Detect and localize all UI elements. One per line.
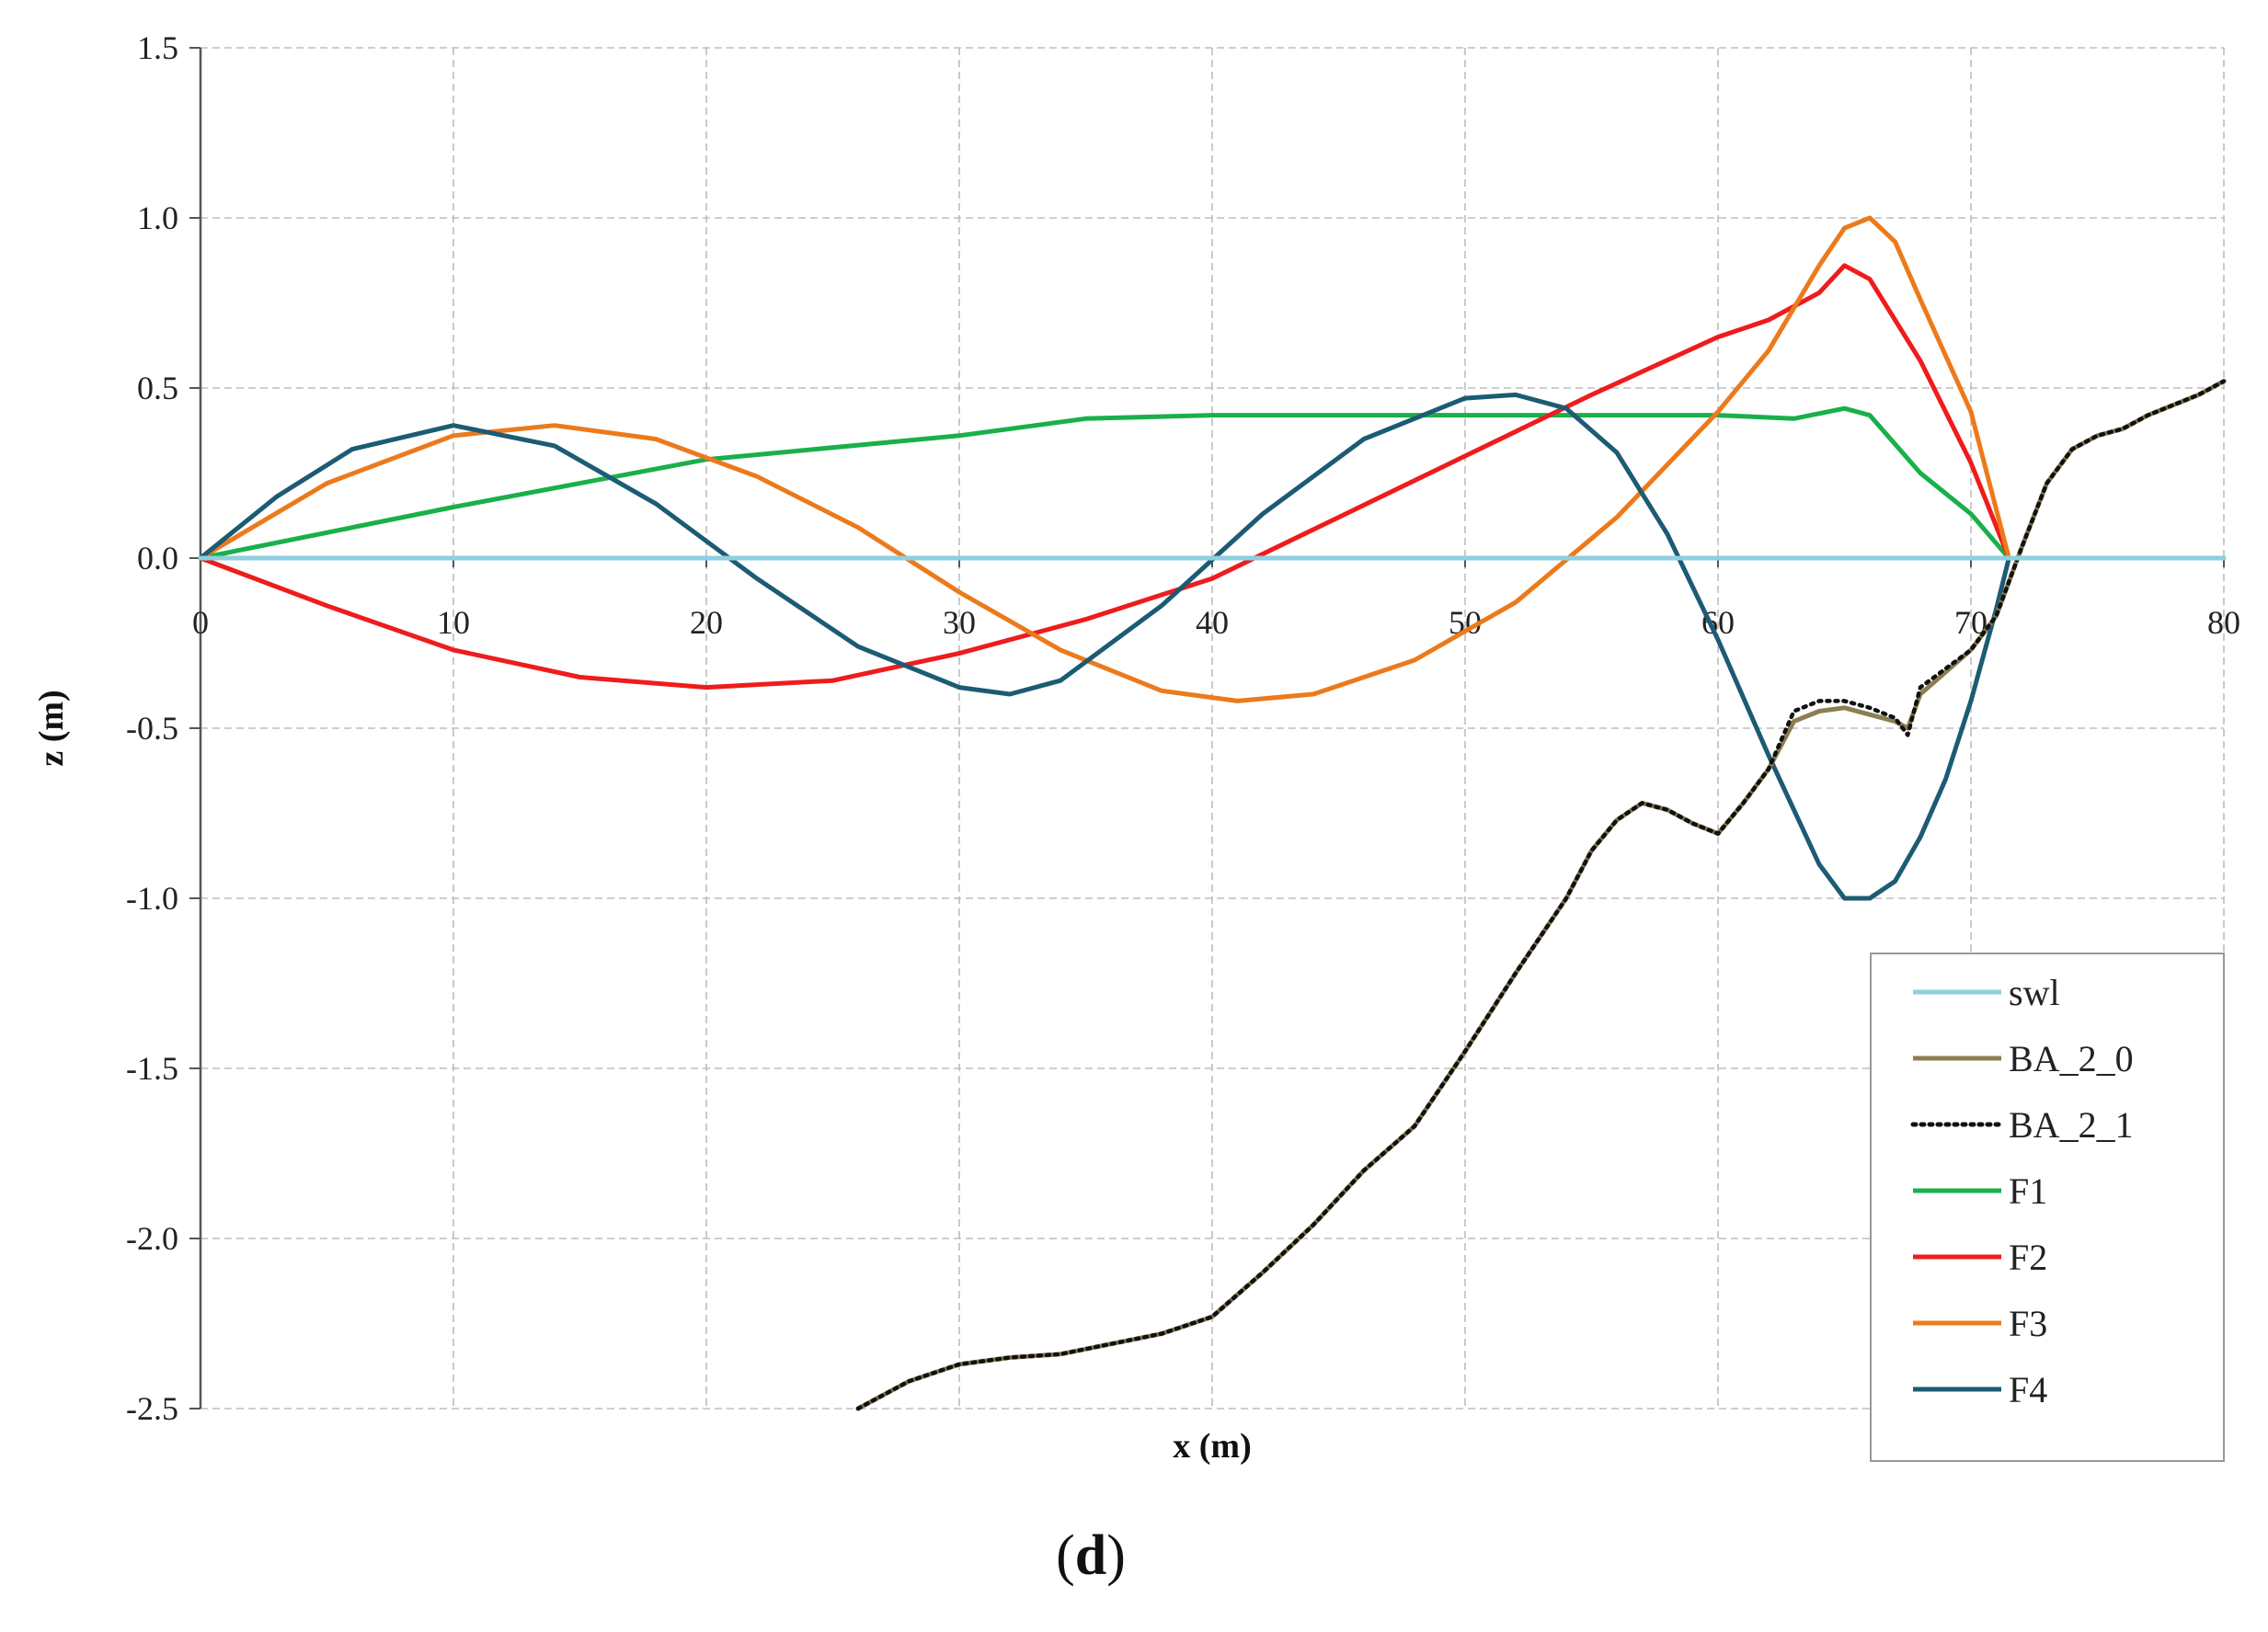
legend-box — [1870, 953, 2225, 1462]
y-tick-label: 1.5 — [137, 29, 178, 66]
series-line-ba-2-1 — [855, 379, 2227, 1411]
y-tick-label: -1.0 — [126, 880, 178, 917]
y-tick-label: -2.5 — [126, 1390, 178, 1427]
series-lines — [198, 215, 2227, 1411]
series-line-f3 — [198, 215, 2011, 703]
legend-label: BA_2_0 — [2009, 1038, 2134, 1079]
caption-close-paren: ) — [1106, 1524, 1126, 1587]
legend: swl BA_2_0 BA_2_1 F1 F2 F3 F4 — [1870, 953, 2225, 1462]
x-tick-label: 30 — [943, 604, 976, 641]
x-tick-label: 0 — [192, 604, 209, 641]
y-tick-label: 0.5 — [137, 370, 178, 406]
series-line-f2 — [198, 263, 2011, 690]
legend-label: swl — [2009, 972, 2060, 1013]
y-tick-label: -0.5 — [126, 710, 178, 747]
legend-label: F1 — [2009, 1170, 2047, 1212]
x-tick-label: 10 — [437, 604, 470, 641]
x-tick-label: 40 — [1196, 604, 1229, 641]
legend-label: F2 — [2009, 1237, 2047, 1278]
figure-caption: (d) — [1056, 1524, 1126, 1587]
y-axis-title: z (m) — [32, 690, 71, 766]
x-tick-label: 20 — [690, 604, 723, 641]
caption-open-paren: ( — [1056, 1524, 1075, 1587]
y-tick-label: -2.0 — [126, 1220, 178, 1257]
series-line-f1 — [198, 405, 2011, 561]
y-tick-label: 1.0 — [137, 200, 178, 236]
legend-label: BA_2_1 — [2009, 1104, 2134, 1146]
legend-label: F3 — [2009, 1303, 2047, 1344]
x-axis-title: x (m) — [1173, 1427, 1251, 1466]
caption-letter: d — [1075, 1524, 1106, 1587]
y-tick-label: -1.5 — [126, 1050, 178, 1087]
legend-label: F4 — [2009, 1369, 2047, 1410]
series-line-f4 — [198, 392, 2011, 901]
y-tick-label: 0.0 — [137, 540, 178, 576]
tick-labels: 0 10 20 30 40 50 60 70 801.51.00.50.0-0.5-1.0-1.… — [126, 29, 2240, 1427]
x-tick-label: 80 — [2207, 604, 2240, 641]
